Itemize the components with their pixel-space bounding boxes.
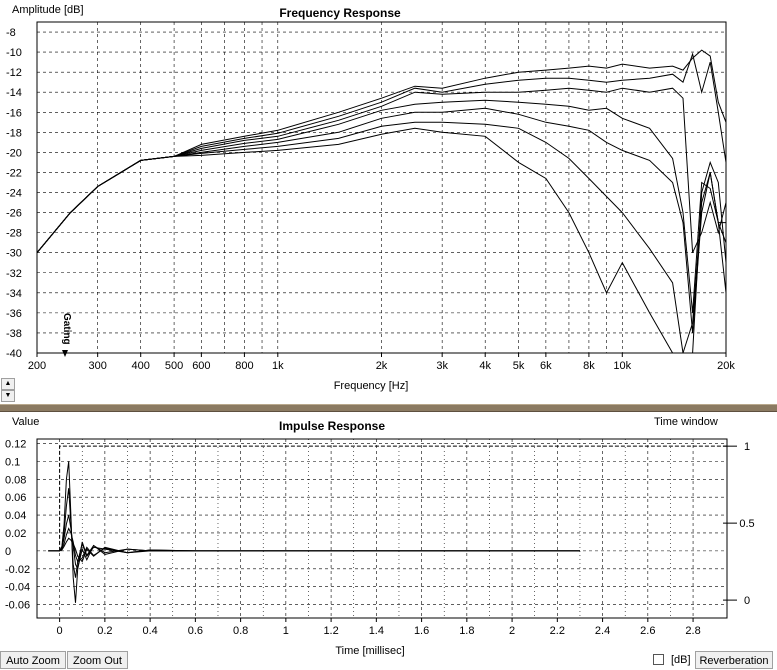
freq-x-tick-label: 8k xyxy=(583,360,595,372)
imp-y-tick-label: 0 xyxy=(5,546,11,558)
imp-x-tick-label: 0.6 xyxy=(188,625,203,637)
freq-x-tick-label: 300 xyxy=(88,360,106,372)
imp-x-tick-label: 1.4 xyxy=(369,625,384,637)
freq-x-tick-label: 10k xyxy=(613,360,631,372)
scroll-down-button[interactable]: ▼ xyxy=(1,390,15,402)
db-checkbox[interactable] xyxy=(653,654,664,665)
imp-y-tick-label: 0.08 xyxy=(5,474,26,486)
freq-series-line-3 xyxy=(36,87,727,254)
imp-x-tick-label: 0.8 xyxy=(233,625,248,637)
freq-series-line-2 xyxy=(36,52,727,254)
freq-y-tick-label: -36 xyxy=(6,308,22,320)
freq-y-tick-label: -16 xyxy=(6,107,22,119)
imp-x-tick-label: 2.2 xyxy=(550,625,565,637)
time-window-line[interactable] xyxy=(59,445,727,551)
auto-zoom-button[interactable]: Auto Zoom xyxy=(0,651,66,669)
imp-x-tick-label: 1.8 xyxy=(459,625,474,637)
db-checkbox-label: [dB] xyxy=(671,654,691,666)
imp-y-tick-label: 0.02 xyxy=(5,528,26,540)
freq-y-tick-label: -14 xyxy=(6,87,22,99)
freq-x-tick-label: 2k xyxy=(376,360,388,372)
freq-x-tick-label: 1k xyxy=(272,360,284,372)
freq-x-tick-label: 800 xyxy=(235,360,253,372)
freq-x-axis-label: Frequency [Hz] xyxy=(334,380,409,392)
imp-x-tick-label: 0.2 xyxy=(97,625,112,637)
freq-y-tick-label: -18 xyxy=(6,127,22,139)
imp-y-tick-label: -0.02 xyxy=(5,564,30,576)
freq-y-tick-label: -12 xyxy=(6,67,22,79)
imp-series-line-1 xyxy=(48,461,580,603)
freq-x-tick-label: 5k xyxy=(513,360,525,372)
imp-series-line-4 xyxy=(48,527,580,563)
imp-x-tick-label: 1.6 xyxy=(414,625,429,637)
gating-marker[interactable]: Gating xyxy=(61,313,72,357)
freq-y-tick-label: -22 xyxy=(6,167,22,179)
freq-y-tick-label: -30 xyxy=(6,248,22,260)
imp-series-line-5 xyxy=(48,537,580,563)
freq-y-tick-label: -40 xyxy=(6,348,22,360)
imp-x-tick-label: 2.6 xyxy=(640,625,655,637)
imp-x-axis-label: Time [millisec] xyxy=(335,645,404,657)
freq-x-tick-label: 400 xyxy=(132,360,150,372)
imp-x-tick-label: 1.2 xyxy=(323,625,338,637)
freq-y-axis-label: Amplitude [dB] xyxy=(12,4,84,16)
imp-y-tick-label: 0.12 xyxy=(5,438,26,450)
imp-y-axis-label: Value xyxy=(12,416,39,428)
freq-chart-title: Frequency Response xyxy=(279,6,401,20)
freq-series-line-7 xyxy=(36,127,727,354)
imp-x-tick-label: 2 xyxy=(509,625,515,637)
freq-series-line-4 xyxy=(36,99,726,313)
imp-x-tick-label: 1 xyxy=(283,625,289,637)
scroll-up-button[interactable]: ▲ xyxy=(1,378,15,390)
panel-splitter[interactable] xyxy=(0,404,777,412)
freq-y-tick-label: -8 xyxy=(6,27,16,39)
freq-y-tick-label: -28 xyxy=(6,228,22,240)
gating-arrow-icon xyxy=(62,350,68,357)
freq-y-tick-label: -38 xyxy=(6,328,22,340)
freq-y-tick-label: -24 xyxy=(6,188,22,200)
imp-y-tick-label: -0.06 xyxy=(5,600,30,612)
time-window-tick-label: 1 xyxy=(744,441,750,453)
impulse-response-chart: 0.12 0.1 0.08 0.06 0.04 0.02 0 -0.02 -0.04 -0.06 0… xyxy=(5,416,755,657)
freq-y-tick-label: -20 xyxy=(6,147,22,159)
frequency-response-chart: -8 -10 -12 -14 -16 -18 -20 -22 -24 -26 -28 -30 -32 -3… xyxy=(6,4,735,392)
freq-x-tick-label: 500 xyxy=(165,360,183,372)
zoom-out-button[interactable]: Zoom Out xyxy=(67,651,128,669)
freq-y-tick-label: -34 xyxy=(6,288,22,300)
freq-x-tick-label: 20k xyxy=(717,360,735,372)
imp-series-line-3 xyxy=(48,514,580,571)
freq-x-tick-label: 6k xyxy=(540,360,552,372)
freq-y-tick-label: -10 xyxy=(6,47,22,59)
freq-x-tick-label: 3k xyxy=(436,360,448,372)
imp-x-tick-label: 2.8 xyxy=(685,625,700,637)
imp-y-tick-label: 0.06 xyxy=(5,492,26,504)
freq-x-tick-label: 200 xyxy=(28,360,46,372)
imp-x-tick-label: 2.4 xyxy=(595,625,610,637)
imp-y-tick-label: 0.1 xyxy=(5,456,20,468)
freq-y-tick-label: -26 xyxy=(6,208,22,220)
reverberation-button[interactable]: Reverberation xyxy=(695,651,773,669)
gating-label: Gating xyxy=(61,313,72,345)
imp-y-tick-label: -0.04 xyxy=(5,582,30,594)
imp-y-tick-label: 0.04 xyxy=(5,510,26,522)
time-window-label: Time window xyxy=(654,416,718,428)
time-window-tick-label: 0.5 xyxy=(739,518,754,530)
imp-chart-title: Impulse Response xyxy=(279,419,385,433)
imp-x-tick-label: 0.4 xyxy=(142,625,157,637)
freq-x-tick-label: 600 xyxy=(192,360,210,372)
imp-x-tick-label: 0 xyxy=(57,625,63,637)
freq-x-tick-label: 4k xyxy=(479,360,491,372)
freq-y-tick-label: -32 xyxy=(6,268,22,280)
time-window-tick-label: 0 xyxy=(744,595,750,607)
